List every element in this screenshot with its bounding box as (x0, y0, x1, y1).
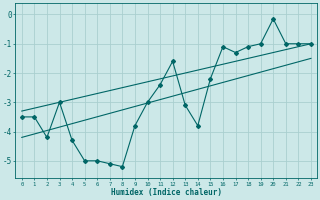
X-axis label: Humidex (Indice chaleur): Humidex (Indice chaleur) (111, 188, 222, 197)
